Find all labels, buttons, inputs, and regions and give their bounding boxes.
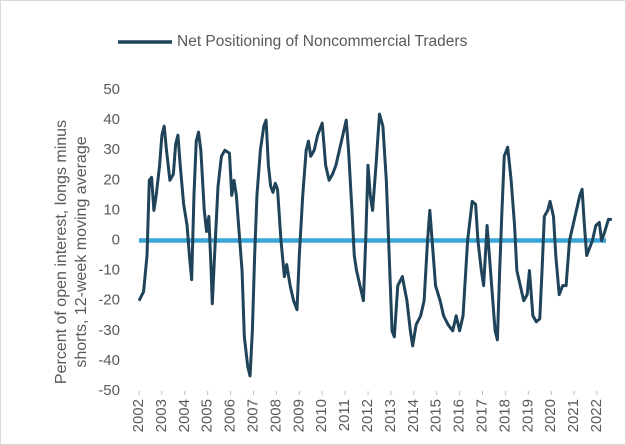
- x-tick-label: 2007: [244, 399, 261, 432]
- y-tick-label: -50: [98, 382, 120, 399]
- x-tick-label: 2005: [199, 399, 216, 432]
- data-line: [137, 112, 612, 378]
- x-tick-label: 2002: [130, 399, 147, 432]
- x-tick-label: 2013: [382, 399, 399, 432]
- x-tick-label: 2014: [405, 399, 422, 432]
- y-tick-label: 40: [103, 111, 120, 128]
- y-axis-label: shorts, 12-week moving average: [73, 136, 90, 367]
- y-axis-label: Percent of open interest, longs minus: [53, 120, 70, 384]
- x-tick-label: 2011: [336, 399, 353, 431]
- y-tick-label: 30: [103, 141, 120, 158]
- x-tick-label: 2006: [222, 399, 239, 432]
- y-tick-label: 10: [103, 201, 120, 218]
- x-tick-label: 2022: [588, 399, 605, 432]
- y-tick-label: -10: [98, 262, 120, 279]
- legend-label: Net Positioning of Noncommercial Traders: [177, 33, 468, 50]
- y-tick-label: -20: [98, 292, 120, 309]
- x-tick-label: 2010: [313, 399, 330, 432]
- y-tick-label: 0: [112, 231, 120, 248]
- y-tick-label: 20: [103, 171, 120, 188]
- x-tick-label: 2015: [428, 399, 445, 432]
- y-tick-label: -40: [98, 352, 120, 369]
- y-tick-label: 50: [103, 81, 120, 98]
- x-tick-label: 2009: [290, 399, 307, 432]
- x-tick-label: 2012: [359, 399, 376, 432]
- x-tick-label: 2017: [473, 399, 490, 432]
- x-tick-label: 2018: [496, 399, 513, 432]
- x-tick-label: 2020: [542, 399, 559, 432]
- x-tick-label: 2019: [519, 399, 536, 432]
- x-tick-label: 2016: [451, 399, 468, 432]
- x-tick-label: 2021: [565, 399, 582, 432]
- y-tick-label: -30: [98, 322, 120, 339]
- x-tick-label: 2004: [176, 399, 193, 432]
- x-tick-label: 2008: [267, 399, 284, 432]
- x-tick-label: 2003: [153, 399, 170, 432]
